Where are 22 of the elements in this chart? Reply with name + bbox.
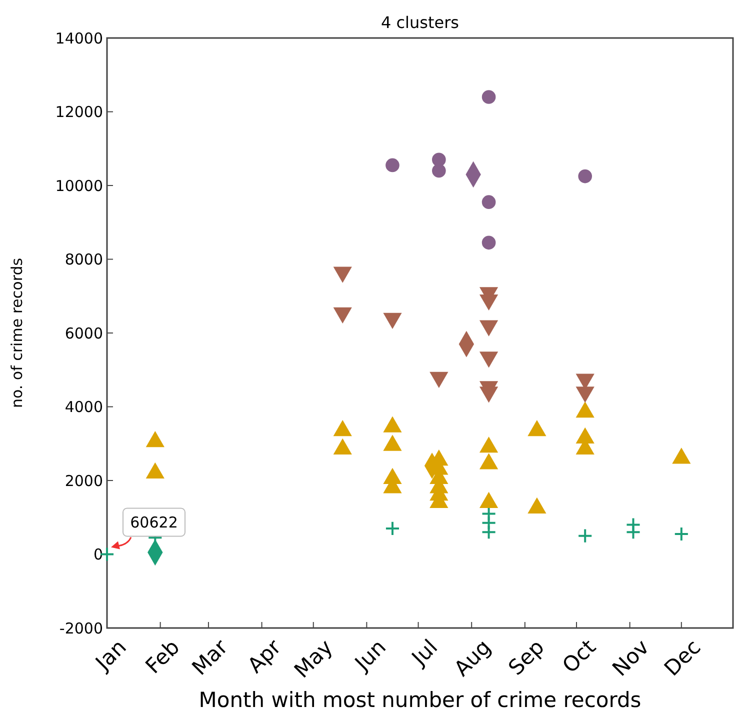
y-tick-label: 8000: [64, 250, 103, 268]
x-tick-label: Apr: [243, 634, 286, 678]
x-axis-title: Month with most number of crime records: [198, 688, 642, 712]
chart-title: 4 clusters: [380, 13, 460, 32]
y-tick-label: 12000: [55, 103, 103, 121]
x-tick-label: Nov: [608, 634, 654, 681]
annotation: 60622: [130, 514, 178, 532]
x-tick-label: Oct: [558, 634, 600, 678]
y-tick-label: -2000: [59, 619, 103, 638]
x-tick-label: Sep: [504, 634, 549, 680]
y-tick-label: 10000: [55, 176, 103, 195]
x-tick-label: Mar: [187, 634, 233, 680]
x-tick-label: Dec: [660, 634, 706, 681]
y-tick-label: 14000: [55, 29, 103, 48]
x-tick-label: Jan: [90, 634, 131, 676]
y-tick-label: 2000: [64, 472, 103, 490]
x-tick-label: Jul: [406, 634, 442, 672]
y-tick-label: 6000: [64, 324, 103, 342]
y-axis-title: no. of crime records: [8, 258, 26, 408]
y-tick-label: 4000: [64, 398, 103, 416]
x-tick-label: Feb: [140, 634, 184, 678]
x-tick-label: Jun: [349, 634, 391, 677]
